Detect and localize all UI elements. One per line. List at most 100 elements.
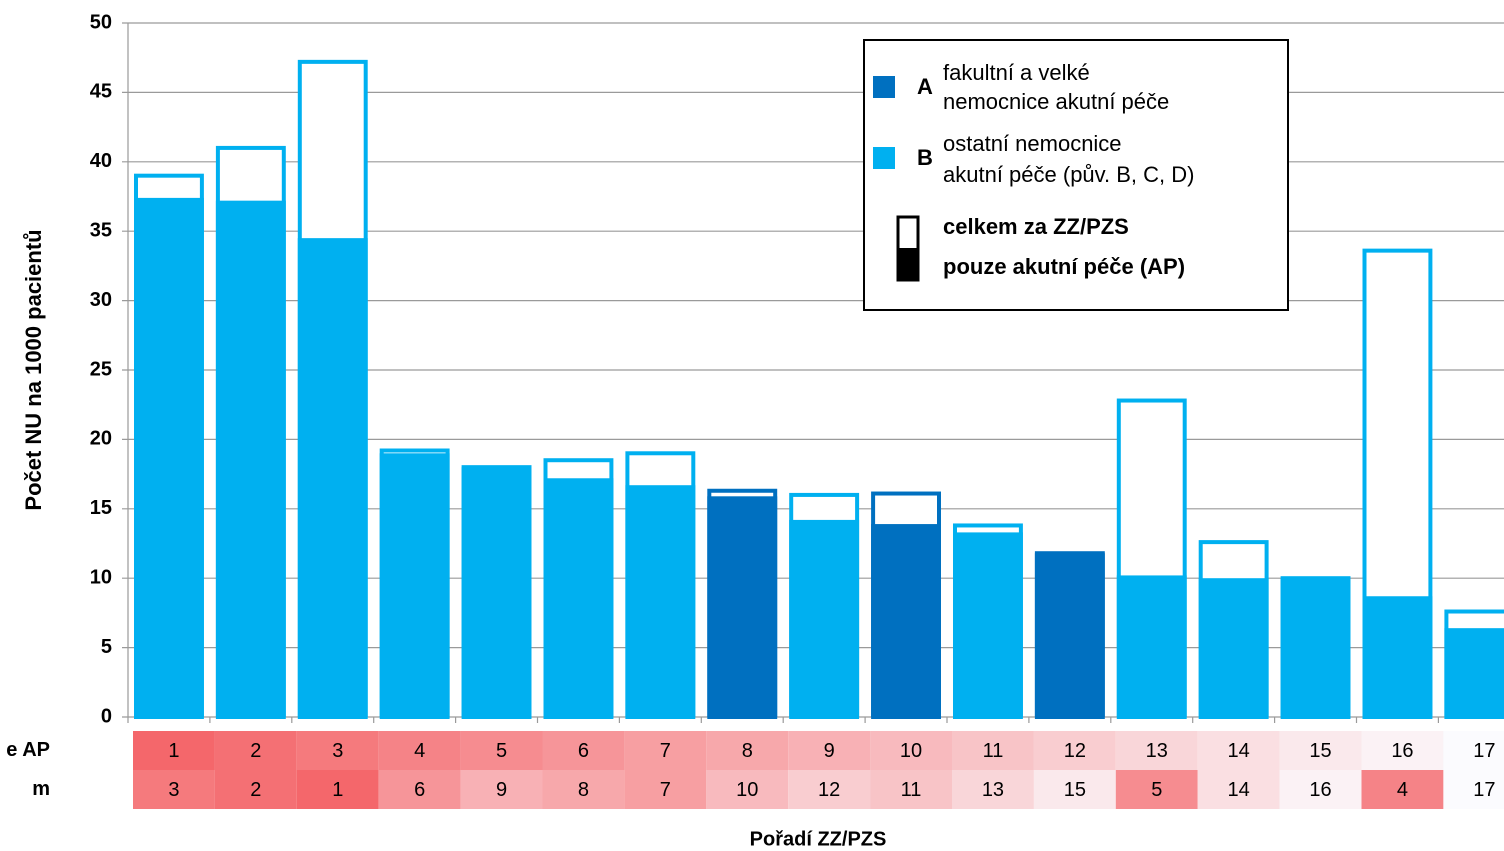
legend-swatch: [873, 147, 895, 169]
bar-ap: [953, 532, 1023, 717]
rank-cell: [952, 770, 1034, 809]
y-tick-label: 20: [90, 428, 112, 450]
bar-ap: [297, 238, 368, 717]
rank-value: 8: [578, 779, 589, 801]
legend-label: akutní péče (pův. B, C, D): [943, 162, 1194, 187]
bar-ap: [461, 467, 532, 717]
rank-cell: [542, 731, 625, 770]
rank-cell: [296, 731, 379, 770]
y-tick-label: 25: [90, 358, 112, 380]
rank-cell: [133, 770, 215, 809]
rank-cell: [1033, 770, 1116, 809]
rank-value: 10: [900, 740, 922, 762]
rank-value: 17: [1473, 740, 1495, 762]
rank-cell: [1197, 731, 1280, 770]
rank-value: 13: [1146, 740, 1168, 762]
rank-cell: [952, 731, 1034, 770]
rank-cell: [133, 731, 215, 770]
rank-value: 7: [660, 740, 671, 762]
rank-value: 3: [168, 779, 179, 801]
rank-value: 16: [1391, 740, 1413, 762]
rank-value: 12: [818, 779, 840, 801]
rank-cell: [1279, 731, 1362, 770]
rank-cell: [1197, 770, 1280, 809]
legend-swatch: [873, 76, 895, 98]
rank-cell: [1361, 731, 1444, 770]
rank-cell: [542, 770, 625, 809]
rank-cell: [870, 770, 952, 809]
legend-swatch: [896, 215, 920, 282]
bar-ap: [1116, 575, 1187, 717]
y-tick-label: 0: [101, 705, 112, 727]
rank-value: 1: [168, 740, 179, 762]
rank-value: 12: [1064, 740, 1086, 762]
rank-value: 6: [578, 740, 589, 762]
bar-ap: [379, 453, 450, 717]
rank-cell: [460, 770, 543, 809]
rank-value: 4: [1397, 779, 1408, 801]
legend-key: B: [917, 145, 933, 170]
rank-value: 10: [736, 779, 758, 801]
rank-cell: [624, 731, 707, 770]
legend-label: celkem za ZZ/PZS: [943, 214, 1129, 239]
legend-label: ostatní nemocnice: [943, 131, 1122, 156]
bar-ap: [871, 524, 941, 717]
rank-cell: [788, 731, 871, 770]
legend-key: A: [917, 74, 933, 99]
bar-ap: [1034, 553, 1105, 717]
rank-cell: [1361, 770, 1444, 809]
y-tick-label: 35: [90, 219, 112, 241]
y-tick-label: 45: [90, 81, 112, 103]
y-tick-label: 10: [90, 566, 112, 588]
rank-value: 11: [901, 779, 922, 801]
bar-ap: [1198, 578, 1269, 717]
y-tick-label: 40: [90, 150, 112, 172]
rank-cell: [1443, 731, 1504, 770]
rank-cell: [1115, 770, 1198, 809]
rank-value: 6: [414, 779, 425, 801]
rank-value: 7: [660, 779, 671, 801]
rank-value: 4: [414, 740, 425, 762]
rank-value: 11: [983, 740, 1004, 762]
rank-cell: [706, 731, 789, 770]
legend-box: [863, 39, 1289, 311]
rank-value: 5: [496, 740, 507, 762]
rank-value: 15: [1064, 779, 1086, 801]
legend-label: pouze akutní péče (AP): [943, 254, 1185, 279]
rank-value: 14: [1228, 779, 1250, 801]
rank-value: 1: [332, 779, 343, 801]
rank-cell: [706, 770, 789, 809]
rank-cell: [296, 770, 379, 809]
rank-cell: [378, 770, 461, 809]
bar-ap: [707, 496, 778, 717]
rank-value: 9: [496, 779, 507, 801]
rank-value: 2: [250, 779, 261, 801]
bar-ap: [1280, 578, 1351, 717]
rank-value: 5: [1151, 779, 1162, 801]
y-tick-label: 50: [90, 11, 112, 33]
legend-label: nemocnice akutní péče: [943, 89, 1169, 114]
rank-value: 9: [824, 740, 835, 762]
bar-ap: [1362, 596, 1433, 717]
legend-label: fakultní a velké: [943, 60, 1090, 85]
rank-cell: [214, 770, 297, 809]
bar-ap: [1444, 628, 1504, 717]
rank-value: 17: [1473, 779, 1495, 801]
legend-swatch: [898, 248, 918, 280]
rank-value: 13: [982, 779, 1004, 801]
bar-ap: [215, 200, 286, 717]
y-tick-label: 30: [90, 289, 112, 311]
rank-cell: [214, 731, 297, 770]
bar-ap: [625, 485, 696, 717]
rank-cell: [624, 770, 707, 809]
rank-value: 2: [250, 740, 261, 762]
rank-cell: [1115, 731, 1198, 770]
legend: A fakultní a velké nemocnice akutní péče…: [863, 39, 1289, 311]
y-axis-label: Počet NU na 1000 pacientů: [21, 229, 46, 510]
rank-cell: [870, 731, 952, 770]
rank-cell: [1443, 770, 1504, 809]
bar-ap: [789, 519, 860, 717]
row-label: m: [32, 778, 50, 800]
rank-cell: [378, 731, 461, 770]
rank-value: 8: [742, 740, 753, 762]
